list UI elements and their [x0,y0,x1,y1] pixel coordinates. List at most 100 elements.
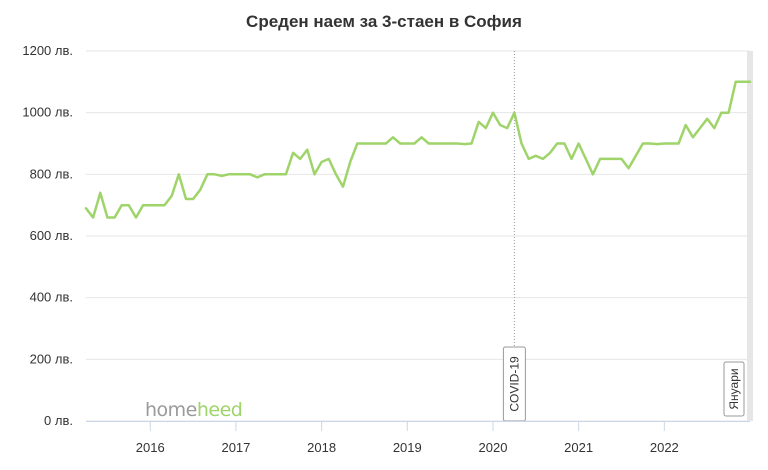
data-point [513,111,515,113]
data-point [656,143,658,145]
data-point [156,204,158,206]
data-point [556,142,558,144]
data-point [328,158,330,160]
data-point [106,216,108,218]
y-tick-label: 200 лв. [30,351,73,366]
data-point [256,176,258,178]
data-point [406,142,408,144]
data-point [577,142,579,144]
data-point [285,173,287,175]
data-point [178,173,180,175]
data-point [199,189,201,191]
annotation-label-box [723,361,745,417]
data-point [120,204,122,206]
data-point [392,136,394,138]
y-tick-label: 800 лв. [30,166,73,181]
data-point [113,216,115,218]
y-tick-label: 1200 лв. [22,43,73,58]
data-point [592,173,594,175]
y-tick-label: 400 лв. [30,290,73,305]
data-point [527,158,529,160]
data-point [263,173,265,175]
data-point [235,173,237,175]
x-tick-label: 2018 [307,440,336,455]
data-point [192,198,194,200]
x-tick-label: 2022 [650,440,679,455]
y-tick-label: 0 лв. [44,413,73,428]
data-point [206,173,208,175]
data-point [170,195,172,197]
data-point [135,216,137,218]
x-tick-label: 2016 [136,440,165,455]
data-point [428,142,430,144]
data-point [520,142,522,144]
data-point [727,111,729,113]
data-point [99,192,101,194]
data-point [163,204,165,206]
data-point [306,148,308,150]
data-point [599,158,601,160]
data-point [620,158,622,160]
data-point [385,142,387,144]
data-point [399,142,401,144]
gridlines [86,50,750,422]
annotation-label: COVID-19 [507,356,521,412]
x-axis: 2016 2017 2018 2019 2020 2021 2022 [86,421,750,455]
data-point [292,152,294,154]
data-point [485,127,487,129]
series-layer [84,80,752,219]
data-point [213,173,215,175]
data-point [378,142,380,144]
watermark-heed: heed [197,399,242,421]
data-point [270,173,272,175]
data-point [313,173,315,175]
data-point [335,173,337,175]
x-tick-label: 2020 [479,440,508,455]
annotations: COVID-19 Януари [502,51,753,422]
data-point [642,142,644,144]
data-point [456,142,458,144]
data-point [713,127,715,129]
data-point [185,198,187,200]
data-point [692,136,694,138]
watermark-home: home [145,399,197,421]
data-point [749,81,751,83]
data-point [85,207,87,209]
data-point [585,158,587,160]
data-point [477,121,479,123]
data-point [549,152,551,154]
data-point [435,142,437,144]
data-point [492,111,494,113]
data-point [606,158,608,160]
data-point [535,155,537,157]
x-tick-label: 2021 [564,440,593,455]
data-point [699,127,701,129]
data-point [542,158,544,160]
data-point [442,142,444,144]
data-point [677,142,679,144]
data-point [627,167,629,169]
data-point [149,204,151,206]
chart-title: Среден наем за 3-стаен в София [246,12,522,31]
data-point [420,136,422,138]
data-point [228,173,230,175]
data-point [706,118,708,120]
y-tick-label: 600 лв. [30,228,73,243]
data-point [249,173,251,175]
data-point [370,142,372,144]
data-point [685,124,687,126]
data-point [663,142,665,144]
data-point [635,155,637,157]
data-point [220,175,222,177]
data-point [506,127,508,129]
data-point [613,158,615,160]
data-point [449,142,451,144]
data-point [363,142,365,144]
x-tick-label: 2017 [221,440,250,455]
data-point [299,158,301,160]
data-point [342,185,344,187]
data-point [242,173,244,175]
data-point [463,143,465,145]
data-point [742,81,744,83]
